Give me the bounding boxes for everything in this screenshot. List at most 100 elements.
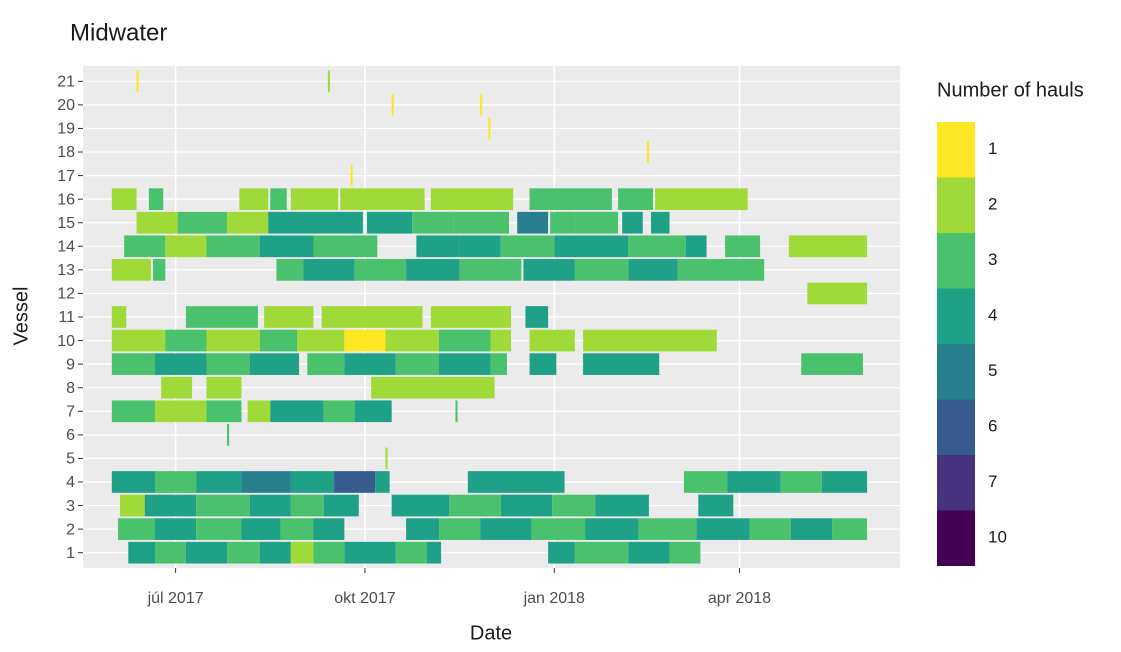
tile [488,117,491,140]
tile [165,235,207,258]
tile [500,235,555,258]
tile [259,235,314,258]
tile [155,400,207,423]
tile [350,164,353,187]
tile [290,188,339,211]
y-tick-label: 8 [66,380,75,397]
legend-label: 1 [988,139,997,158]
legend-label: 6 [988,417,997,436]
y-tick-label: 9 [66,356,75,373]
tile [334,471,376,493]
tile [128,541,156,564]
tile [385,329,440,352]
tile [406,518,440,540]
tile [264,306,314,328]
y-tick-label: 13 [57,262,75,279]
tile [453,211,509,234]
tile [683,471,728,493]
y-tick-label: 20 [57,97,75,114]
legend-key [937,510,975,566]
tile [655,188,748,211]
tile [297,329,345,352]
tile [249,353,300,375]
tile [148,188,164,211]
tile [247,400,271,423]
y-tick-label: 1 [66,545,75,562]
y-tick-label: 2 [66,521,75,538]
tile [727,471,781,493]
tile [344,353,396,375]
tile [574,259,629,281]
tile [307,353,345,375]
tile [583,353,660,375]
legend-title: Number of hauls [937,79,1084,101]
tile [426,541,442,564]
tile [196,494,250,517]
legend-label: 4 [988,306,997,325]
legend-key [937,344,975,400]
x-tick-label: jan 2018 [523,590,585,607]
tile [677,259,765,281]
y-tick-label: 3 [66,498,75,515]
tile [206,235,260,258]
tile [177,211,228,234]
tile [117,518,156,540]
tile [111,259,151,281]
tile [321,306,423,328]
tile [385,447,388,470]
tile [344,541,396,564]
tile [788,235,868,258]
legend-label: 10 [988,528,1007,547]
tile [185,541,228,564]
tile [467,471,565,493]
tile [313,541,345,564]
tile [276,259,304,281]
tile [416,235,460,258]
tile [517,211,549,234]
tile [249,494,291,517]
legend-label: 5 [988,361,997,380]
tile [206,400,242,423]
y-axis-label: Vessel [10,287,32,346]
y-tick-label: 4 [66,474,75,491]
x-tick-label: júl 2017 [147,590,204,607]
y-tick-label: 14 [57,239,75,256]
tile [395,541,427,564]
y-tick-label: 5 [66,451,75,468]
tile [449,494,501,517]
tile [144,494,197,517]
tile [459,259,522,281]
tile [155,353,207,375]
y-tick-label: 19 [57,121,75,138]
tile [638,518,697,540]
tile [136,211,178,234]
tile [500,494,553,517]
tile [832,518,868,540]
tile [354,259,407,281]
tile [259,329,298,352]
tile [313,235,378,258]
tile [525,306,549,328]
legend-key [937,455,975,511]
tile [111,329,166,352]
x-axis-label: Date [470,622,512,644]
x-tick-label: apr 2018 [708,590,771,607]
tile [439,329,491,352]
tile [366,211,413,234]
tile [280,518,314,540]
tile [618,188,654,211]
tile [124,235,166,258]
tile [622,211,643,234]
tile [554,235,629,258]
tile [574,211,619,234]
tile [268,211,363,234]
legend-key [937,233,975,289]
tile [529,353,557,375]
tile [628,259,678,281]
tile [161,376,193,399]
tile [323,494,359,517]
tile [459,235,501,258]
tile [270,188,287,211]
x-tick-label: okt 2017 [334,590,395,607]
tile [523,259,575,281]
